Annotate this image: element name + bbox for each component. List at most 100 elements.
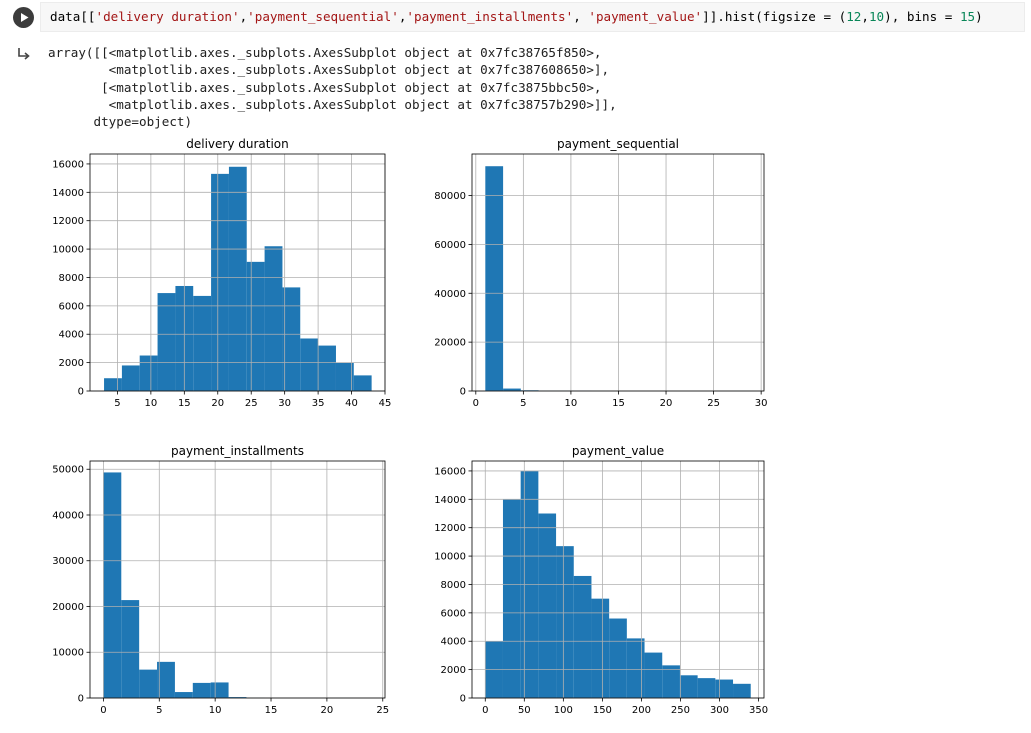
histogram-bar: [485, 641, 503, 698]
chart-title: payment_installments: [171, 444, 304, 458]
histogram-bar: [556, 546, 574, 698]
histogram-bar: [520, 470, 539, 698]
x-tick-label: 0: [473, 398, 479, 409]
histogram-bar: [210, 682, 229, 698]
y-tick-label: 4000: [59, 330, 84, 341]
histogram-bar: [697, 678, 716, 698]
code-token: ,: [861, 9, 869, 24]
code-token: ]].hist(figsize = (: [702, 9, 847, 24]
chart-title: delivery duration: [186, 137, 289, 151]
x-tick-label: 40: [345, 398, 358, 409]
code-editor[interactable]: data[['delivery duration','payment_seque…: [40, 2, 1025, 32]
y-tick-label: 14000: [52, 188, 84, 199]
histogram-bar: [174, 692, 193, 698]
chart-title: payment_sequential: [557, 137, 679, 151]
y-tick-label: 50000: [52, 465, 84, 476]
code-token: 'delivery duration': [95, 9, 240, 24]
y-tick-label: 0: [78, 387, 84, 398]
histogram-bar: [609, 618, 627, 698]
cell-output-text: array([[<matplotlib.axes._subplots.AxesS…: [48, 44, 617, 130]
histogram-0: 5 10 15 20 25 30 35 40 45 0 2000 4000 6000 8000 10000 1…: [52, 137, 391, 409]
x-tick-label: 200: [632, 705, 651, 716]
output-line: <matplotlib.axes._subplots.AxesSubplot o…: [48, 96, 617, 112]
histogram-bar: [626, 638, 645, 698]
code-token: 12: [846, 9, 862, 24]
histogram-bar: [503, 388, 521, 391]
histogram-bar: [520, 390, 539, 391]
histogram-bar: [485, 166, 504, 391]
x-tick-label: 20: [321, 705, 334, 716]
histogram-bar: [733, 683, 751, 698]
y-tick-label: 12000: [52, 216, 84, 227]
histogram-bar: [318, 345, 336, 391]
axes-frame: [89, 153, 386, 392]
histogram-bar: [175, 285, 194, 391]
x-tick-label: 35: [312, 398, 325, 409]
x-tick-label: 100: [554, 705, 573, 716]
output-line: array([[<matplotlib.axes._subplots.AxesS…: [48, 45, 602, 60]
code-line: data[['delivery duration','payment_seque…: [50, 9, 983, 24]
x-tick-label: 45: [379, 398, 392, 409]
x-tick-label: 15: [178, 398, 191, 409]
x-tick-label: 25: [707, 398, 720, 409]
x-tick-label: 10: [565, 398, 578, 409]
y-tick-label: 80000: [434, 191, 466, 202]
x-tick-label: 25: [245, 398, 258, 409]
run-cell-button[interactable]: [13, 7, 34, 28]
histogram-bar: [264, 246, 283, 391]
y-tick-label: 0: [78, 694, 84, 705]
y-tick-label: 6000: [59, 301, 84, 312]
x-tick-label: 30: [755, 398, 768, 409]
histogram-bar: [121, 600, 140, 698]
code-token: 'payment_value': [588, 9, 703, 24]
output-line: dtype=object): [48, 114, 193, 130]
x-tick-label: 250: [671, 705, 690, 716]
x-tick-label: 25: [376, 705, 389, 716]
axes-frame: [89, 460, 386, 699]
axes-frame: [471, 460, 765, 699]
code-token: 10: [868, 9, 885, 24]
y-tick-label: 6000: [441, 608, 466, 619]
histogram-bar: [538, 513, 557, 698]
histogram-bar: [573, 575, 592, 698]
histogram-bar: [502, 499, 521, 698]
histogram-bar: [715, 679, 734, 698]
axes-frame: [471, 153, 765, 392]
y-tick-label: 40000: [434, 289, 466, 300]
histogram-3: 0 50 100 150 200 250 300 350 0 2000 4000 6000 8000 10…: [434, 444, 768, 716]
output-line: [<matplotlib.axes._subplots.AxesSubplot …: [48, 79, 602, 95]
histogram-bar: [157, 661, 175, 698]
code-token: 'payment_installments': [406, 9, 574, 24]
histogram-bar: [121, 365, 140, 391]
y-tick-label: 12000: [434, 523, 466, 534]
code-token: ): [975, 9, 983, 24]
y-tick-label: 10000: [52, 245, 84, 256]
output-redirect-icon: [18, 48, 30, 60]
histogram-bar: [193, 295, 212, 391]
x-tick-label: 10: [145, 398, 158, 409]
y-tick-label: 10000: [434, 552, 466, 563]
x-tick-label: 0: [482, 705, 488, 716]
code-token: data[[: [50, 9, 96, 24]
y-tick-label: 20000: [434, 338, 466, 349]
histogram-bar: [679, 675, 698, 698]
code-token: 15: [959, 9, 976, 24]
x-tick-label: 5: [156, 705, 162, 716]
code-token: 'payment_sequential': [247, 9, 399, 24]
code-cell: data[['delivery duration','payment_seque…: [0, 0, 1031, 34]
x-tick-label: 5: [520, 398, 526, 409]
code-token: ,: [398, 9, 407, 24]
x-tick-label: 50: [518, 705, 531, 716]
x-tick-label: 15: [612, 398, 625, 409]
y-tick-label: 20000: [52, 602, 84, 613]
histogram-bar: [228, 697, 247, 698]
x-tick-label: 30: [278, 398, 291, 409]
histogram-bar: [282, 287, 301, 391]
histogram-bar: [591, 598, 610, 698]
y-tick-label: 2000: [59, 358, 84, 369]
y-tick-label: 8000: [59, 273, 84, 284]
histogram-bar: [644, 652, 663, 698]
code-token: ,: [239, 9, 248, 24]
y-tick-label: 60000: [434, 240, 466, 251]
code-token: ,: [573, 9, 589, 24]
